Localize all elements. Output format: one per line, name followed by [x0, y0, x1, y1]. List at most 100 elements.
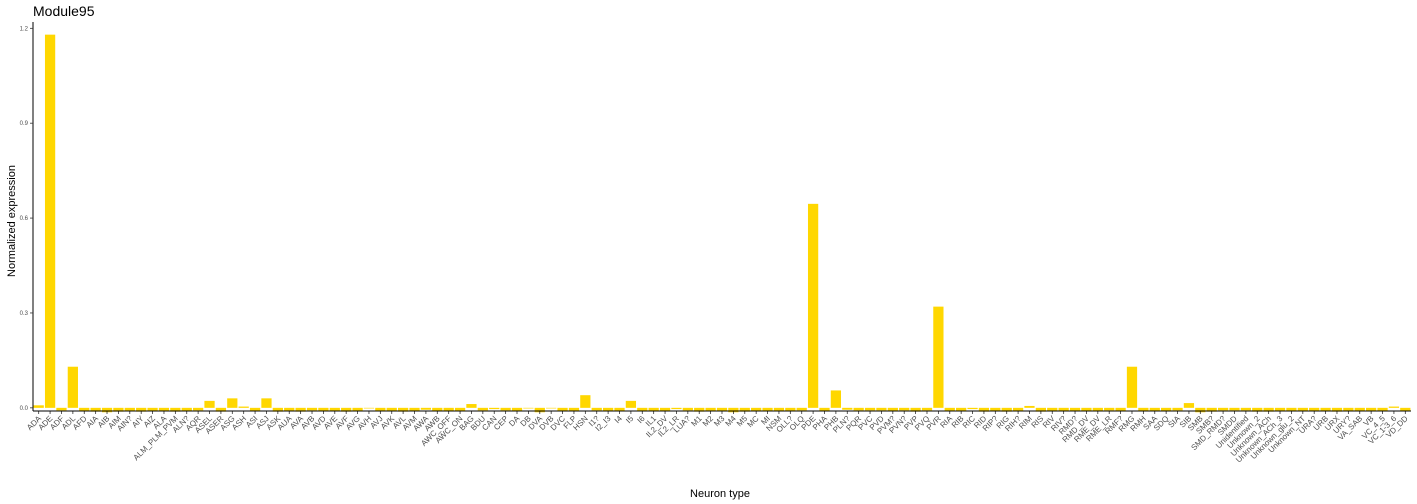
bar-IL2_DV	[659, 407, 671, 411]
bar-SDQ	[1161, 407, 1172, 411]
y-tick-label: 0.3	[20, 311, 29, 317]
bar-PQR	[853, 407, 864, 411]
bar-URY?	[1343, 407, 1354, 411]
bar-AVE	[329, 407, 340, 411]
y-tick-label: 0.0	[20, 406, 29, 412]
bar-RIH?	[1012, 407, 1024, 411]
bar-RMG	[1126, 366, 1138, 408]
bar-URB	[1320, 407, 1331, 411]
bar-ASI	[249, 407, 261, 411]
bar-ASER	[215, 407, 227, 412]
bar-ADF	[56, 407, 67, 411]
bar-MI	[762, 407, 773, 411]
bar-AVM	[409, 407, 420, 411]
bar-PVN?	[899, 407, 910, 411]
bar-ADE	[44, 34, 56, 408]
bar-AVD	[318, 407, 329, 411]
x-axis-title: Neuron type	[690, 488, 750, 500]
bar-AVL	[398, 407, 409, 412]
bar-RME_DV	[1092, 407, 1103, 411]
bar-RMD?	[1069, 407, 1081, 411]
bar-I1?	[591, 407, 602, 411]
bar-DB	[523, 407, 534, 409]
x-tick-label: MC	[745, 414, 760, 429]
bar-AIY	[136, 407, 147, 412]
bar-LUA?	[682, 407, 693, 411]
y-tick-label: 0.6	[20, 216, 29, 222]
bar-SMB	[1195, 407, 1206, 413]
bar-ASEL	[204, 400, 215, 408]
bar-PVD	[876, 407, 887, 411]
bar-URX	[1331, 407, 1343, 412]
axes-group: ADAADEADFADLAFDAIAAIBAIMAIN?AIYAIZALAALM…	[20, 22, 1411, 464]
bar-RIM	[1024, 405, 1035, 408]
bar-URA?	[1309, 407, 1320, 411]
bar-Unknown_NT	[1297, 407, 1308, 411]
bar-HSN	[580, 395, 591, 408]
bar-PVR	[933, 306, 944, 408]
bar-PHB	[830, 390, 842, 408]
bar-DVB	[546, 407, 557, 409]
bar-M4	[728, 407, 739, 413]
x-tick-label: I6	[636, 414, 647, 425]
bar-Unknown_ACh_3	[1274, 407, 1286, 411]
bar-OLL?	[785, 407, 796, 411]
bar-ALM_PLM_PVM	[170, 407, 181, 412]
bar-I2_I3	[602, 407, 614, 411]
bar-PVM?	[887, 407, 898, 411]
bar-MC	[751, 407, 762, 411]
bar-NSM	[773, 407, 785, 411]
bar-ASK	[272, 407, 283, 412]
bar-RIS	[1035, 407, 1046, 412]
bar-AWC_ON	[454, 407, 466, 411]
bar-Unknown_ACh	[1263, 407, 1274, 412]
bar-VA_SAB	[1354, 407, 1365, 411]
bar-AIM	[113, 407, 124, 412]
bar-ALN?	[181, 407, 192, 411]
bar-AIB	[101, 407, 113, 413]
bar-SIB	[1183, 403, 1195, 408]
bar-CEP	[500, 407, 511, 411]
bar-M1	[694, 407, 705, 412]
bar-SIA	[1172, 407, 1183, 411]
chart-title: Module95	[33, 3, 95, 19]
bar-RME_LR	[1104, 407, 1115, 411]
bar-I6	[637, 407, 648, 411]
bar-Unknown_glu_2	[1286, 407, 1297, 411]
bar-RIV?	[1058, 407, 1069, 411]
bar-VB	[1366, 407, 1377, 411]
y-axis-title: Normalized expression	[6, 165, 18, 277]
bar-AVJ	[375, 407, 386, 411]
bar-DA	[511, 407, 523, 411]
bar-AIN?	[124, 407, 135, 411]
bar-PVQ	[921, 407, 933, 411]
bar-PVC	[864, 407, 876, 411]
bar-I5	[625, 400, 637, 408]
bar-RMD_DV	[1081, 407, 1092, 411]
bar-I4	[614, 407, 625, 411]
bar-M5	[739, 407, 750, 412]
bar-RIV	[1047, 407, 1058, 411]
bar-RIG	[1001, 407, 1012, 412]
bar-AFD	[79, 407, 90, 411]
x-tick-label: I4	[613, 414, 624, 425]
bar-AUA	[284, 407, 295, 411]
bar-IL2_LR	[671, 407, 682, 410]
bar-AVA	[295, 407, 306, 412]
bar-CAN	[489, 407, 500, 410]
bar-VC_4_5	[1377, 407, 1388, 411]
bar-AVB	[306, 407, 318, 411]
bar-PHA	[819, 407, 830, 411]
bar-DVA	[534, 407, 545, 413]
bar-ASH	[238, 406, 249, 408]
bar-BAG	[466, 404, 477, 408]
bar-RIB	[956, 407, 967, 411]
bar-M3	[716, 407, 728, 411]
bar-ADA	[33, 405, 44, 408]
bar-ASG	[227, 398, 238, 408]
bar-ASJ	[261, 398, 272, 408]
bar-M2	[705, 407, 716, 411]
bar-RMH	[1138, 407, 1149, 411]
bar-FLP	[568, 407, 580, 411]
bar-ADL	[67, 366, 78, 408]
